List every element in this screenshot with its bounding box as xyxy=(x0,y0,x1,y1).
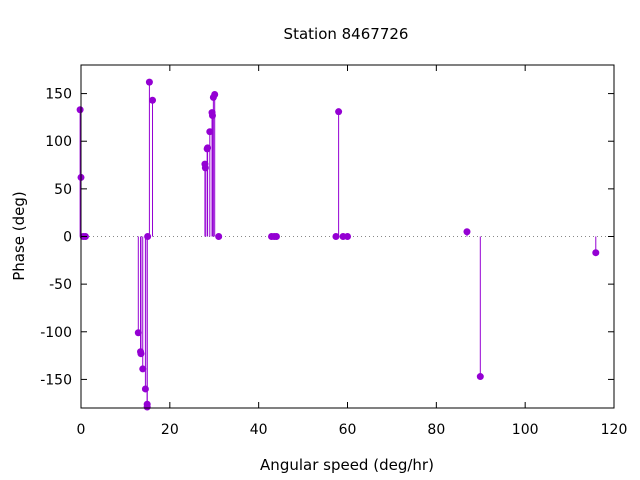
data-point-26 xyxy=(272,233,280,240)
chart-title: Station 8467726 xyxy=(284,25,409,43)
data-point-22 xyxy=(211,91,219,99)
data-point-33 xyxy=(592,249,600,257)
y-tick-label-6: 150 xyxy=(45,87,72,103)
data-point-7 xyxy=(139,365,147,373)
data-point-4 xyxy=(134,329,142,337)
data-point-0 xyxy=(76,106,84,114)
x-tick-label-2: 40 xyxy=(250,422,268,438)
data-point-15 xyxy=(201,164,209,172)
y-tick-label-4: 50 xyxy=(54,182,72,198)
data-point-30 xyxy=(344,233,351,240)
y-tick-label-1: -100 xyxy=(40,325,72,341)
data-point-32 xyxy=(476,373,484,381)
y-tick-label-0: -150 xyxy=(40,372,72,388)
y-tick-label-3: 0 xyxy=(63,230,72,246)
data-point-23 xyxy=(215,233,223,240)
data-point-28 xyxy=(335,108,343,116)
data-point-18 xyxy=(206,128,214,136)
data-point-31 xyxy=(463,228,471,236)
x-tick-label-6: 120 xyxy=(601,422,628,438)
x-tick-label-3: 60 xyxy=(339,422,357,438)
x-tick-label-5: 100 xyxy=(512,422,539,438)
data-points xyxy=(76,78,600,411)
data-point-13 xyxy=(149,96,157,104)
y-tick-label-2: -50 xyxy=(49,277,72,293)
x-axis-label: Angular speed (deg/hr) xyxy=(260,456,434,474)
x-tick-label-1: 20 xyxy=(161,422,179,438)
data-point-8 xyxy=(141,385,149,393)
x-tick-label-4: 80 xyxy=(427,422,445,438)
data-point-20 xyxy=(208,111,216,119)
data-point-10 xyxy=(143,403,151,411)
data-point-11 xyxy=(144,233,152,240)
data-point-12 xyxy=(145,78,153,86)
data-point-27 xyxy=(332,233,340,240)
y-axis: -150 -100 -50 0 50 100 150 xyxy=(40,87,614,388)
x-axis: 0 20 40 60 80 100 120 xyxy=(77,65,628,438)
y-tick-label-5: 100 xyxy=(45,134,72,150)
data-point-17 xyxy=(204,144,212,152)
y-axis-label: Phase (deg) xyxy=(10,191,28,281)
x-tick-label-0: 0 xyxy=(77,422,86,438)
data-point-6 xyxy=(137,350,145,358)
